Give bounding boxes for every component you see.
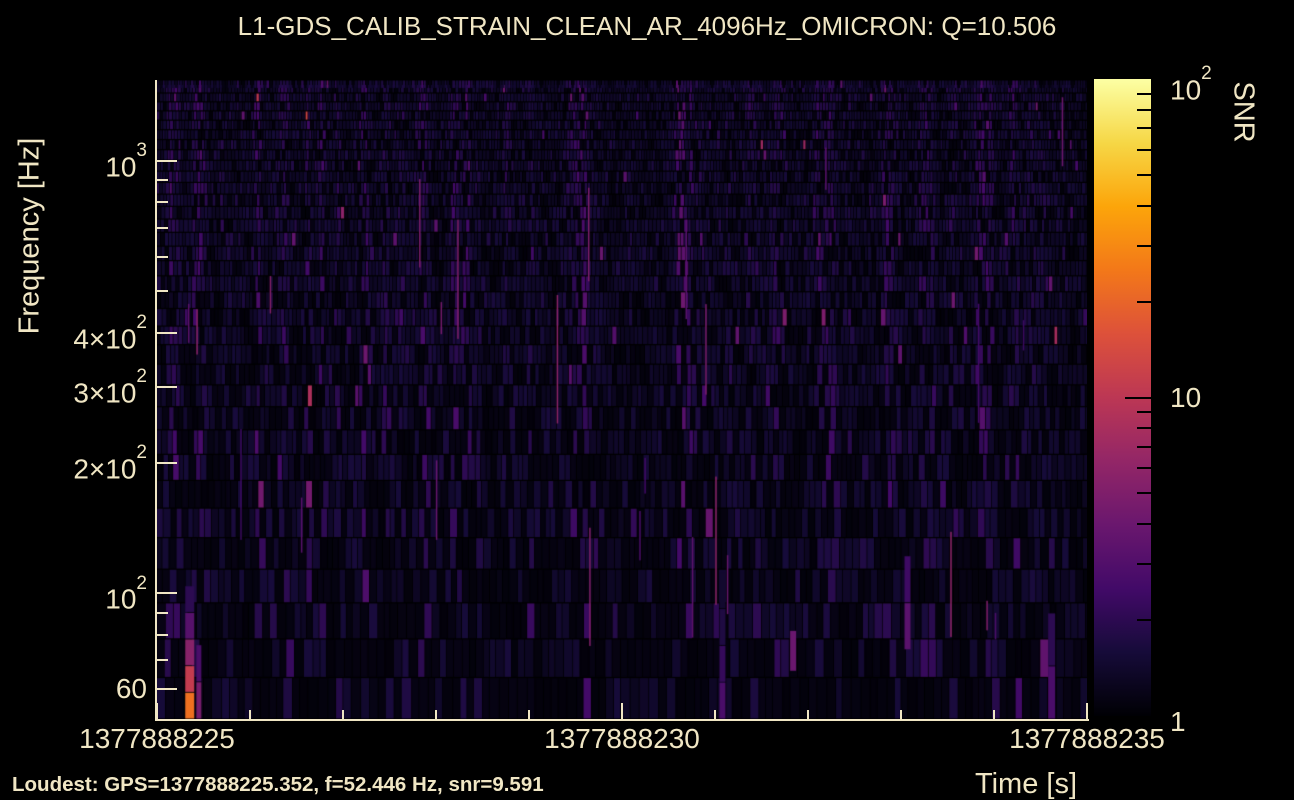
y-minor-tick bbox=[157, 201, 168, 204]
colorbar-tick-label: 1 bbox=[1170, 706, 1186, 737]
y-minor-tick bbox=[157, 226, 168, 229]
y-major-tick bbox=[157, 159, 177, 162]
colorbar-minor-tick bbox=[1137, 619, 1151, 622]
x-minor-tick bbox=[900, 710, 902, 719]
y-tick-label: 2×102 bbox=[73, 442, 147, 485]
y-major-tick bbox=[157, 331, 177, 334]
x-major-tick bbox=[1086, 703, 1088, 719]
colorbar-tick-label: 102 bbox=[1170, 63, 1212, 106]
x-minor-tick bbox=[249, 710, 251, 719]
x-tick-label: 1377888235 bbox=[1009, 723, 1165, 754]
colorbar-minor-tick bbox=[1137, 148, 1151, 151]
y-minor-tick bbox=[157, 612, 168, 614]
colorbar-minor-tick bbox=[1137, 427, 1151, 430]
colorbar-minor-tick bbox=[1137, 173, 1151, 176]
x-tick-label: 1377888225 bbox=[79, 723, 235, 754]
x-axis-line bbox=[155, 719, 1089, 721]
y-minor-tick bbox=[157, 634, 168, 637]
colorbar-minor-tick bbox=[1137, 92, 1151, 95]
colorbar-minor-tick bbox=[1137, 127, 1151, 130]
x-major-tick bbox=[156, 703, 158, 719]
colorbar-minor-tick bbox=[1137, 411, 1151, 414]
colorbar-minor-tick bbox=[1137, 563, 1151, 566]
x-minor-tick bbox=[807, 710, 809, 719]
y-tick-label: 4×102 bbox=[73, 312, 147, 355]
y-tick-label: 60 bbox=[115, 673, 147, 705]
colorbar-minor-tick bbox=[1137, 244, 1151, 247]
x-tick-label: 1377888230 bbox=[544, 723, 700, 754]
y-major-tick bbox=[157, 461, 177, 464]
y-minor-tick bbox=[157, 289, 168, 292]
x-major-tick bbox=[621, 703, 623, 719]
y-minor-tick bbox=[157, 659, 168, 662]
colorbar-minor-tick bbox=[1137, 445, 1151, 448]
y-minor-tick bbox=[157, 179, 168, 182]
x-minor-tick bbox=[528, 710, 530, 719]
y-tick-label: 102 bbox=[105, 572, 147, 615]
y-axis-line bbox=[155, 80, 157, 721]
y-major-tick bbox=[157, 592, 177, 595]
spectrogram-canvas bbox=[157, 80, 1087, 719]
y-minor-tick bbox=[157, 255, 168, 258]
colorbar-minor-tick bbox=[1137, 492, 1151, 495]
colorbar-minor-tick bbox=[1137, 467, 1151, 470]
y-tick-label: 3×102 bbox=[73, 366, 147, 409]
x-minor-tick bbox=[993, 710, 995, 719]
y-major-tick bbox=[157, 688, 177, 691]
y-tick-label: 103 bbox=[105, 140, 147, 182]
y-major-tick bbox=[157, 385, 177, 388]
x-axis-label: Time [s] bbox=[974, 768, 1078, 800]
colorbar-minor-tick bbox=[1137, 204, 1151, 207]
colorbar-tick-label: 10 bbox=[1170, 381, 1202, 413]
colorbar-minor-tick bbox=[1137, 108, 1151, 111]
colorbar-major-tick bbox=[1125, 396, 1151, 399]
colorbar-minor-tick bbox=[1137, 523, 1151, 526]
x-minor-tick bbox=[714, 710, 716, 719]
colorbar-label: SNR bbox=[1227, 81, 1260, 143]
x-minor-tick bbox=[435, 710, 437, 719]
x-minor-tick bbox=[342, 710, 344, 719]
chart-title: L1-GDS_CALIB_STRAIN_CLEAN_AR_4096Hz_OMIC… bbox=[237, 11, 1057, 41]
loudest-event-text: Loudest: GPS=1377888225.352, f=52.446 Hz… bbox=[12, 773, 544, 796]
colorbar-minor-tick bbox=[1137, 300, 1151, 303]
spectrogram-plot bbox=[157, 80, 1087, 719]
